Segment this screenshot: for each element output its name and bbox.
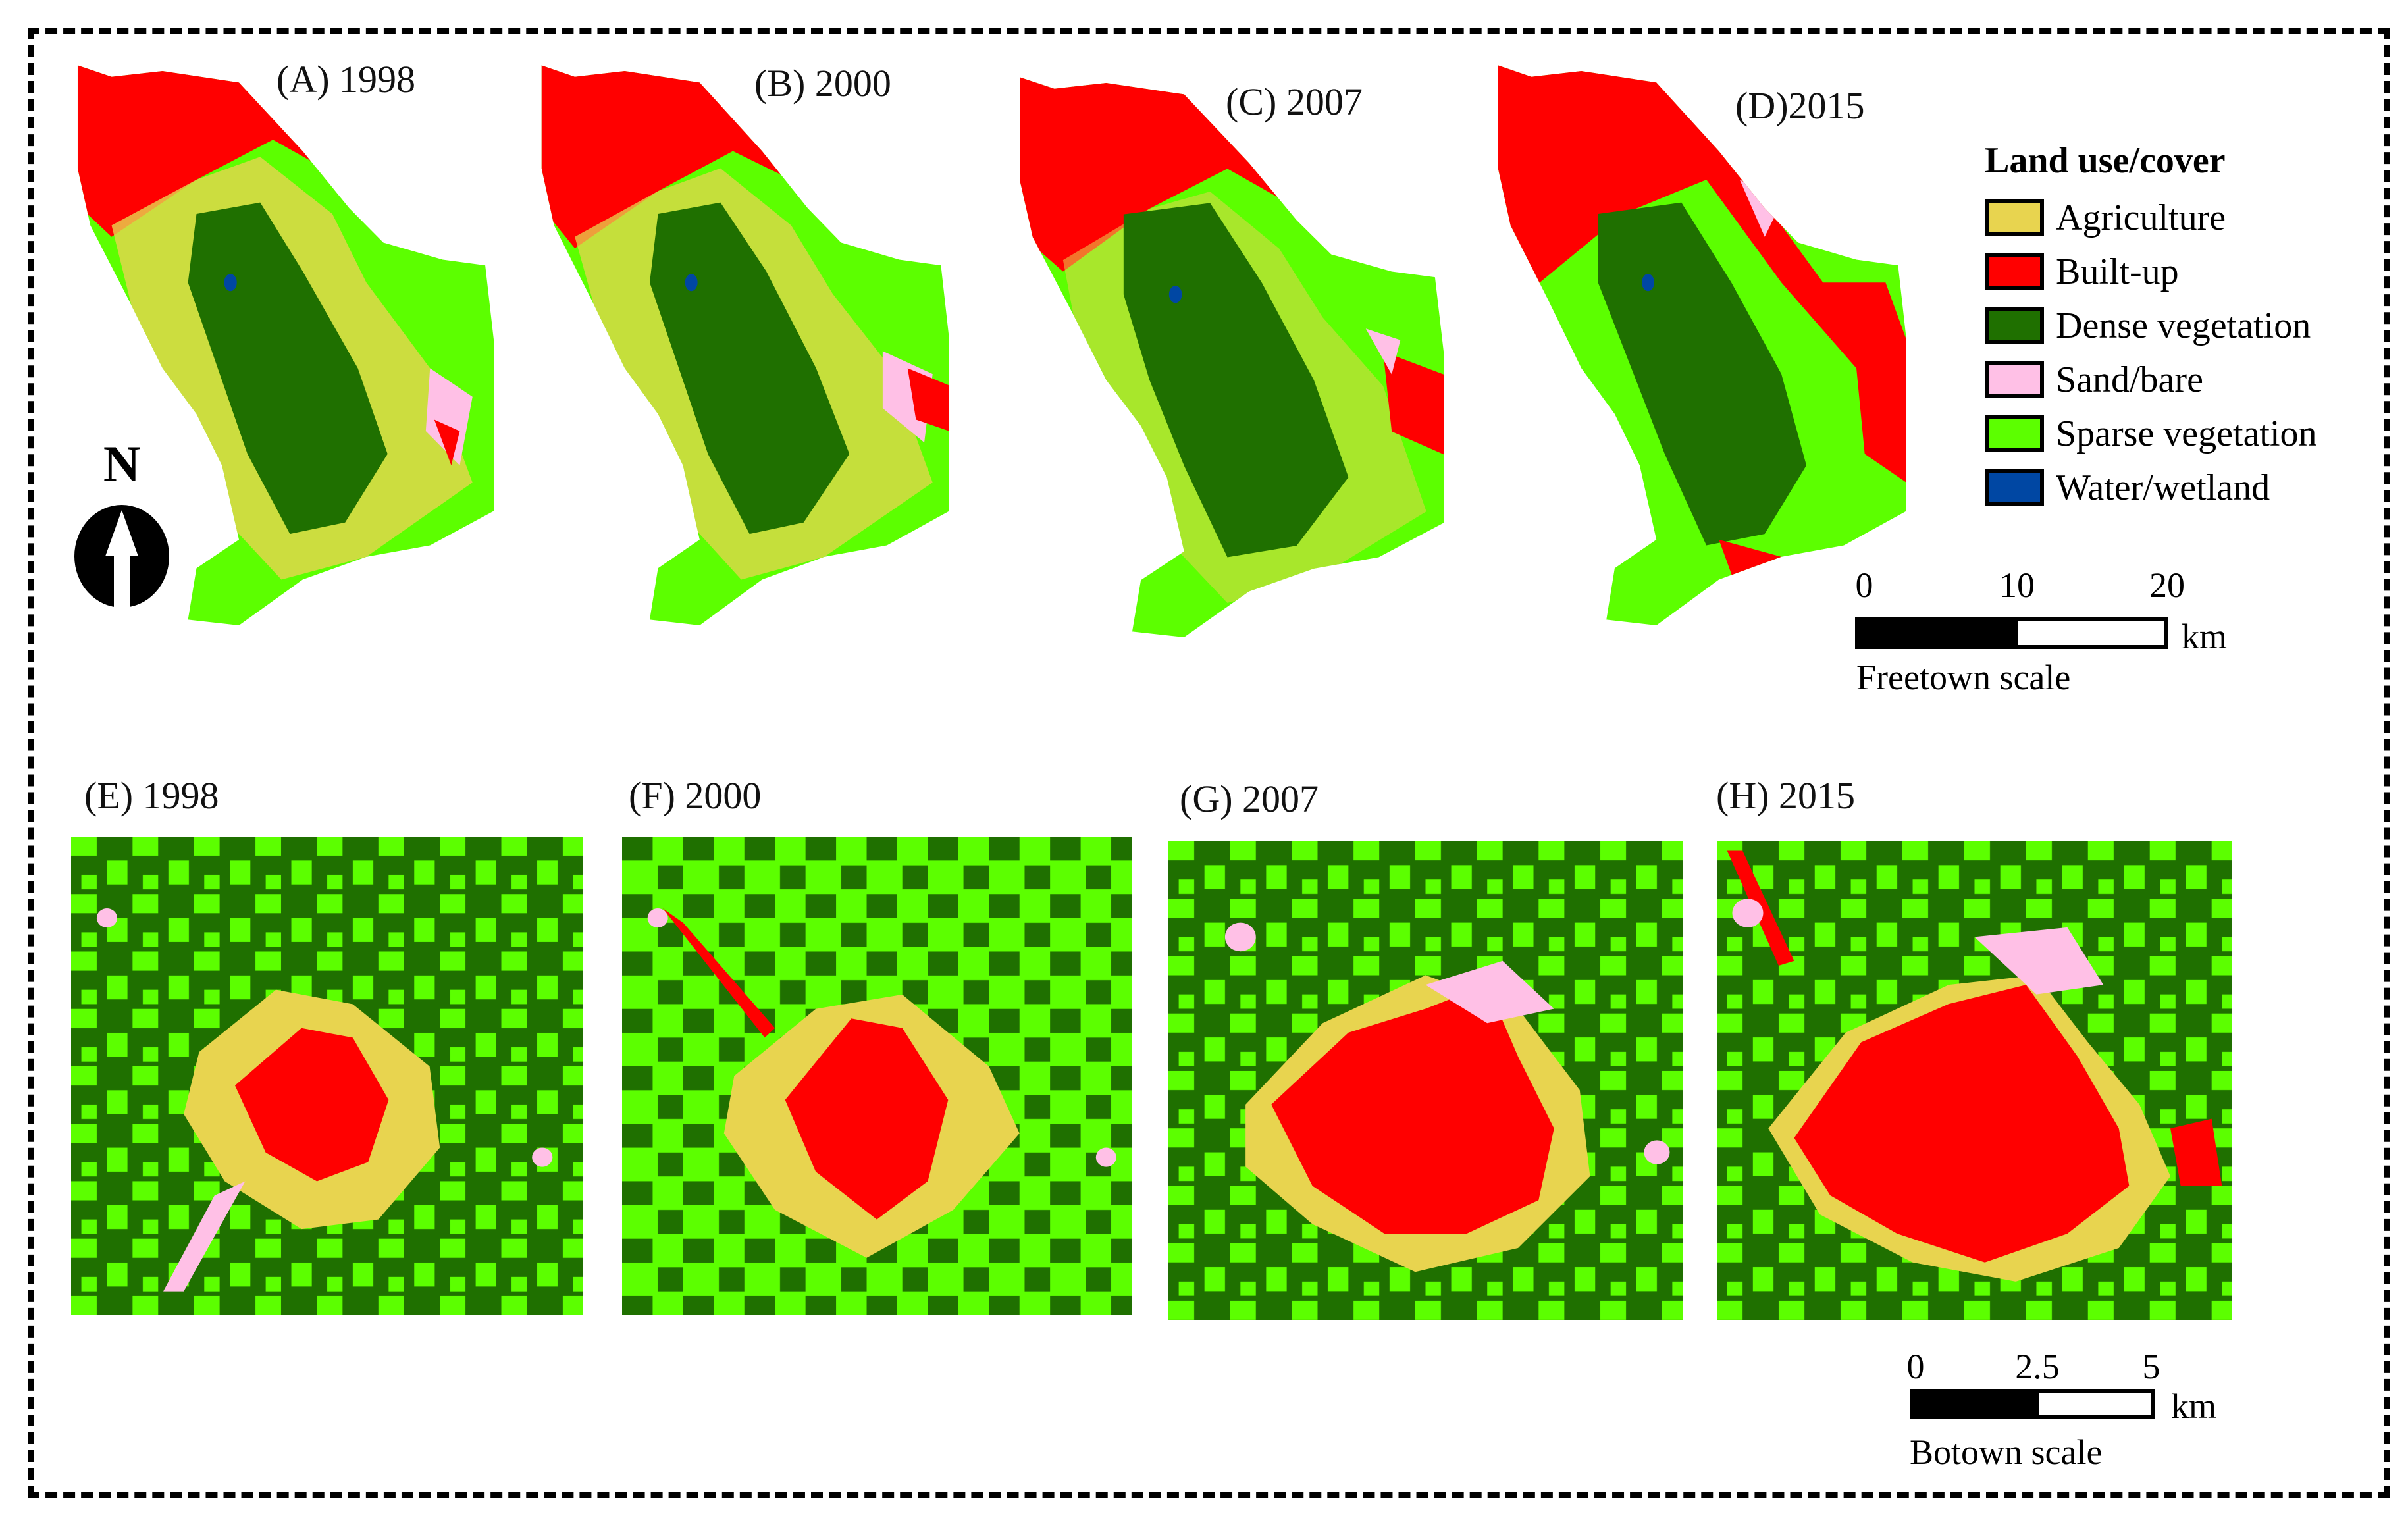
map-freetown-2000 [533,54,949,625]
legend-label: Water/wetland [2056,467,2270,508]
scale-bar-freetown: 0 10 20 km Freetown scale [1852,565,2227,710]
swatch-agriculture [1985,199,2044,236]
legend-title: Land use/cover [1985,140,2226,181]
map-botown-2007 [1168,841,1683,1320]
scale-bar-botown: 0 2.5 5 km Botown scale [1896,1346,2264,1491]
legend-label: Dense vegetation [2056,305,2311,346]
swatch-dense-vegetation [1985,307,2044,344]
map-freetown-2007 [1011,66,1444,637]
legend-label: Built-up [2056,251,2179,292]
swatch-water-wetland [1985,469,2044,506]
panel-label-f: (F) 2000 [629,774,762,817]
legend: Land use/cover Agriculture Built-up Dens… [1985,140,2317,515]
map-freetown-2015 [1490,54,1906,625]
scale-unit: km [2171,1386,2217,1426]
north-label: N [103,435,141,492]
dashed-figure-border [28,28,2390,1498]
north-arrow-icon [74,505,169,609]
swatch-sparse-vegetation [1985,415,2044,452]
legend-item-sparse-vegetation: Sparse vegetation [1985,407,2317,461]
legend-item-dense-vegetation: Dense vegetation [1985,299,2317,353]
swatch-sand-bare [1985,361,2044,398]
panel-label-h: (H) 2015 [1716,774,1856,817]
scale-tick: 0 [1906,1347,1925,1386]
map-botown-2000 [622,837,1132,1315]
scale-tick: 5 [2142,1347,2160,1386]
map-botown-1998 [71,837,583,1315]
panel-label-b: (B) 2000 [754,62,891,105]
scale-bar [1855,617,2168,649]
map-freetown-1998 [69,54,494,625]
scale-tick: 10 [1999,565,2035,605]
legend-item-builtup: Built-up [1985,245,2317,299]
legend-item-sand-bare: Sand/bare [1985,353,2317,407]
scale-tick: 2.5 [2015,1347,2060,1386]
north-arrow: N [69,434,174,612]
legend-label: Agriculture [2056,197,2226,238]
map-botown-2015 [1717,841,2232,1320]
panel-label-e: (E) 1998 [84,774,219,817]
panel-label-c: (C) 2007 [1226,80,1363,123]
scale-tick: 20 [2149,565,2185,605]
legend-item-water-wetland: Water/wetland [1985,461,2317,515]
scale-caption: Botown scale [1910,1432,2103,1472]
scale-tick: 0 [1855,565,1873,605]
panel-label-d: (D)2015 [1735,84,1865,127]
scale-caption: Freetown scale [1856,658,2071,697]
scale-bar [1910,1389,2155,1419]
legend-label: Sparse vegetation [2056,413,2317,454]
legend-item-agriculture: Agriculture [1985,191,2317,245]
panel-label-a: (A) 1998 [276,58,416,101]
panel-label-g: (G) 2007 [1180,777,1319,820]
swatch-builtup [1985,253,2044,290]
scale-unit: km [2182,617,2228,656]
legend-label: Sand/bare [2056,359,2203,400]
